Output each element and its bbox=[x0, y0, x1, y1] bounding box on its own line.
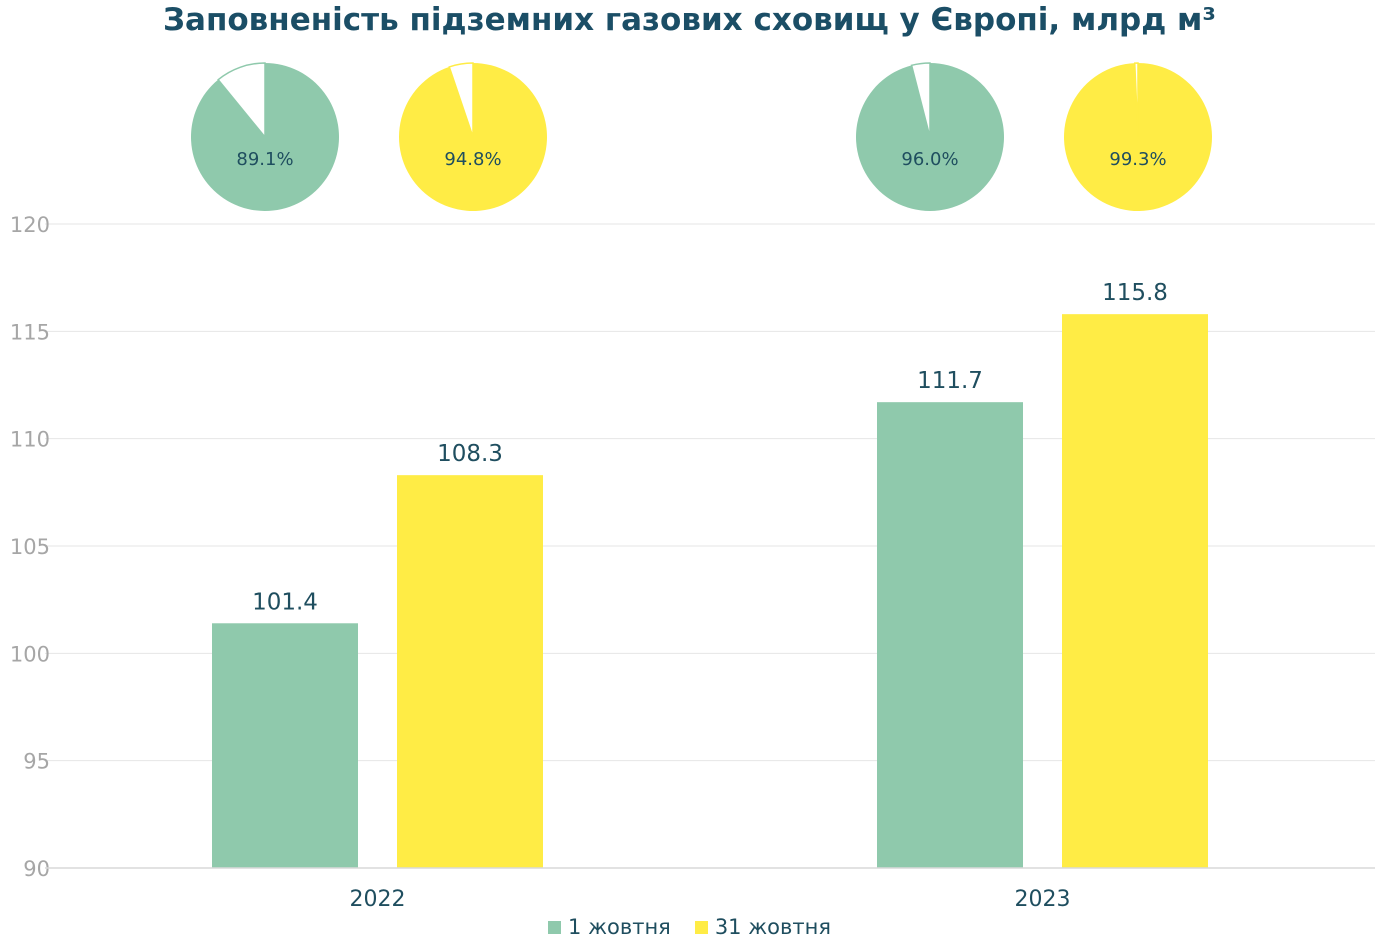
legend-item-1: 1 жовтня bbox=[548, 915, 671, 939]
bar-value-label: 111.7 bbox=[917, 368, 983, 394]
pie-slice-empty bbox=[1133, 62, 1139, 138]
chart-title: Заповненість підземних газових сховищ у … bbox=[163, 2, 1216, 38]
legend: 1 жовтня 31 жовтня bbox=[0, 915, 1379, 939]
x-tick-label: 2023 bbox=[1015, 887, 1071, 912]
legend-label: 31 жовтня bbox=[714, 915, 831, 939]
pie-2023-1: 96.0% bbox=[855, 62, 1004, 212]
y-axis: 90 95 100 105 110 115 120 bbox=[10, 213, 50, 881]
y-tick-label: 115 bbox=[10, 320, 50, 344]
legend-item-2: 31 жовтня bbox=[694, 915, 831, 939]
y-tick-label: 105 bbox=[10, 535, 50, 559]
pie-slice-empty bbox=[217, 62, 266, 140]
bar-2023-2 bbox=[1062, 314, 1208, 868]
pie-percent-label: 99.3% bbox=[1109, 149, 1166, 170]
bar-2023-1 bbox=[877, 402, 1023, 868]
legend-label: 1 жовтня bbox=[568, 915, 671, 939]
y-tick-label: 120 bbox=[10, 213, 50, 237]
bar-2022-2 bbox=[397, 475, 543, 868]
pie-slice-empty bbox=[910, 62, 931, 138]
x-tick-label: 2022 bbox=[350, 887, 406, 912]
pie-slice-empty bbox=[448, 62, 474, 138]
y-tick-label: 100 bbox=[10, 642, 50, 666]
pie-percent-label: 94.8% bbox=[444, 149, 501, 170]
bars: 101.4 108.3 111.7 115.8 bbox=[212, 280, 1208, 868]
bar-value-label: 108.3 bbox=[437, 441, 503, 467]
y-tick-label: 90 bbox=[23, 857, 50, 881]
bar-2022-1 bbox=[212, 623, 358, 868]
x-axis: 2022 2023 bbox=[45, 867, 1375, 912]
y-tick-label: 95 bbox=[23, 750, 50, 774]
legend-swatch bbox=[694, 920, 708, 934]
pie-percent-label: 89.1% bbox=[236, 149, 293, 170]
y-tick-label: 110 bbox=[10, 428, 50, 452]
bar-value-label: 101.4 bbox=[252, 589, 318, 615]
pie-2022-2: 94.8% bbox=[399, 62, 548, 212]
pie-2023-2: 99.3% bbox=[1064, 62, 1212, 212]
legend-swatch bbox=[548, 920, 562, 934]
pie-percent-label: 96.0% bbox=[901, 149, 958, 170]
pie-2022-1: 89.1% bbox=[191, 62, 340, 211]
pie-charts: 89.1% 94.8% 96.0% 99.3% bbox=[191, 62, 1212, 212]
bar-value-label: 115.8 bbox=[1102, 280, 1168, 306]
